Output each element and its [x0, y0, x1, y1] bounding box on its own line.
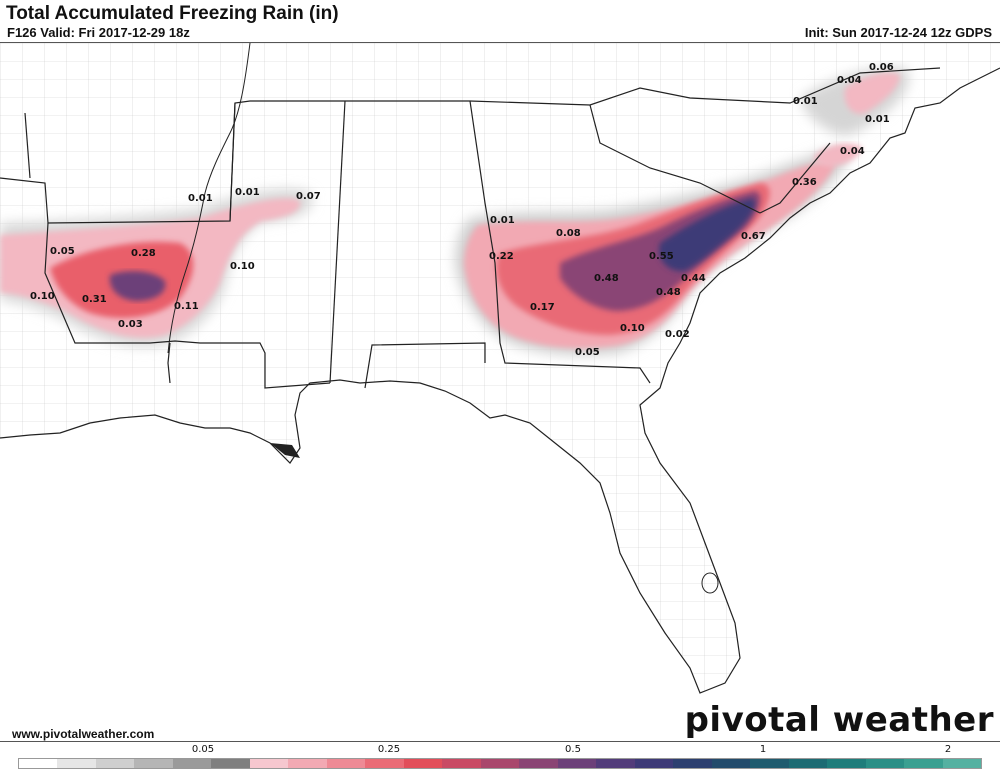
value-label: 0.48 — [594, 273, 619, 284]
init-time: Init: Sun 2017-12-24 12z GDPS — [804, 25, 992, 40]
legend-swatch — [442, 759, 481, 768]
value-label: 0.01 — [188, 193, 213, 204]
legend-swatch — [711, 759, 751, 768]
value-label: 0.10 — [30, 291, 55, 302]
legend-color-bar — [18, 758, 982, 769]
value-label: 0.05 — [50, 246, 75, 257]
value-label: 0.10 — [230, 261, 255, 272]
logo-o: o — [744, 700, 769, 740]
pivotal-weather-logo: pivotal weather — [685, 700, 994, 740]
website-link[interactable]: www.pivotalweather.com — [12, 727, 155, 741]
value-label: 0.22 — [489, 251, 514, 262]
legend-swatch — [211, 759, 250, 768]
map-svg: 0.06 0.04 0.01 0.01 0.04 0.36 0.67 0.55 … — [0, 43, 1000, 741]
value-labels: 0.06 0.04 0.01 0.01 0.04 0.36 0.67 0.55 … — [30, 62, 894, 358]
map-title: Total Accumulated Freezing Rain (in) — [6, 3, 339, 24]
legend-swatch — [904, 759, 943, 768]
value-label: 0.28 — [131, 248, 156, 259]
legend-swatch — [403, 759, 443, 768]
legend-label: 2 — [944, 744, 952, 755]
water — [0, 68, 1000, 741]
delta — [270, 443, 300, 458]
legend-label: 1 — [759, 744, 767, 755]
value-label: 0.31 — [82, 294, 107, 305]
legend-swatch — [750, 759, 789, 768]
legend-swatch — [57, 759, 96, 768]
coastline — [0, 67, 1000, 694]
value-label: 0.01 — [865, 114, 890, 125]
legend-label: 0.5 — [565, 744, 581, 755]
legend-swatch — [557, 759, 597, 768]
legend-swatch — [326, 759, 366, 768]
value-label: 0.04 — [840, 146, 865, 157]
legend-swatch — [673, 759, 712, 768]
legend-swatch — [865, 759, 905, 768]
legend-swatch — [134, 759, 173, 768]
legend-swatch — [288, 759, 327, 768]
value-label: 0.04 — [837, 75, 862, 86]
map-header: Total Accumulated Freezing Rain (in) F12… — [0, 0, 1000, 42]
value-label: 0.01 — [490, 215, 515, 226]
value-label: 0.07 — [296, 191, 321, 202]
value-label: 0.48 — [656, 287, 681, 298]
legend-swatch — [480, 759, 520, 768]
logo-suffix: tal weather — [768, 700, 994, 740]
nc-band — [800, 67, 909, 167]
value-label: 0.01 — [235, 187, 260, 198]
value-label: 0.10 — [620, 323, 645, 334]
legend-swatch — [19, 759, 58, 768]
value-label: 0.03 — [118, 319, 143, 330]
logo-prefix: piv — [684, 700, 745, 740]
value-label: 0.02 — [665, 329, 690, 340]
value-label: 0.06 — [869, 62, 894, 73]
legend-swatch — [249, 759, 289, 768]
river — [167, 43, 251, 354]
value-label: 0.55 — [649, 251, 674, 262]
value-label: 0.05 — [575, 347, 600, 358]
value-label: 0.17 — [530, 302, 555, 313]
value-label: 0.11 — [174, 301, 199, 312]
map-panel[interactable]: 0.06 0.04 0.01 0.01 0.04 0.36 0.67 0.55 … — [0, 42, 1000, 742]
legend-swatch — [365, 759, 404, 768]
legend-swatch — [596, 759, 635, 768]
legend-label: 0.25 — [377, 744, 401, 755]
legend-swatch — [942, 759, 982, 768]
legend-swatch — [519, 759, 558, 768]
value-label: 0.67 — [741, 231, 766, 242]
legend-swatch — [95, 759, 135, 768]
western-band — [0, 188, 313, 347]
color-legend: 0.05 0.25 0.5 1 2 — [0, 742, 1000, 773]
legend-labels: 0.05 0.25 0.5 1 2 — [0, 744, 1000, 756]
legend-label: 0.05 — [191, 744, 215, 755]
value-label: 0.01 — [793, 96, 818, 107]
valid-time: F126 Valid: Fri 2017-12-29 18z — [7, 25, 190, 40]
value-label: 0.44 — [681, 273, 706, 284]
legend-swatch — [827, 759, 866, 768]
legend-swatch — [788, 759, 828, 768]
eastern-band — [455, 148, 850, 356]
legend-swatch — [634, 759, 674, 768]
value-label: 0.08 — [556, 228, 581, 239]
value-label: 0.36 — [792, 177, 817, 188]
legend-swatch — [172, 759, 212, 768]
lake-okeechobee — [701, 572, 719, 594]
